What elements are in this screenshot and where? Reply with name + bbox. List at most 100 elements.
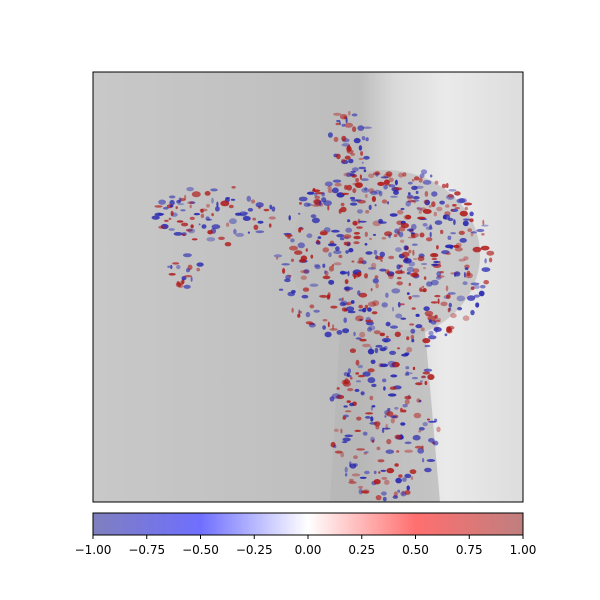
attribution-blob	[310, 254, 314, 259]
colorbar-tick-label: −0.75	[128, 543, 165, 557]
attribution-blob	[387, 360, 396, 367]
attribution-blob	[424, 310, 434, 316]
attribution-blob	[347, 368, 352, 374]
attribution-blob	[314, 195, 321, 200]
attribution-blob	[332, 179, 342, 183]
attribution-blob	[360, 391, 365, 396]
attribution-blob	[440, 301, 448, 307]
attribution-blob	[211, 213, 214, 217]
attribution-blob	[411, 243, 418, 246]
attribution-blob	[365, 319, 374, 323]
attribution-blob	[431, 263, 439, 266]
attribution-blob	[327, 205, 330, 211]
attribution-blob	[395, 313, 403, 319]
attribution-blob	[358, 292, 368, 298]
attribution-blob	[409, 323, 415, 326]
attribution-blob	[340, 206, 347, 213]
attribution-blob	[392, 495, 398, 499]
attribution-blob	[176, 200, 181, 204]
attribution-blob	[189, 204, 192, 209]
attribution-blob	[190, 224, 194, 229]
attribution-blob	[322, 325, 326, 330]
attribution-blob	[358, 488, 363, 495]
attribution-blob	[386, 335, 389, 338]
attribution-blob	[404, 352, 410, 356]
attribution-blob	[374, 204, 377, 207]
attribution-blob	[250, 199, 256, 204]
attribution-blob	[400, 317, 407, 320]
attribution-blob	[398, 231, 404, 238]
attribution-blob	[370, 190, 378, 196]
attribution-blob	[377, 181, 385, 186]
attribution-blob	[406, 292, 410, 295]
attribution-blob	[307, 203, 313, 207]
attribution-blob	[298, 310, 303, 314]
attribution-blob	[182, 233, 186, 236]
attribution-blob	[430, 174, 433, 178]
attribution-blob	[226, 222, 230, 227]
attribution-blob	[365, 251, 373, 255]
attribution-blob	[385, 321, 391, 327]
attribution-blob	[356, 416, 362, 421]
attribution-blob	[389, 386, 397, 391]
attribution-blob	[465, 272, 473, 279]
attribution-blob	[388, 255, 395, 260]
attribution-blob	[356, 226, 363, 229]
attribution-blob	[394, 463, 399, 467]
attribution-blob	[375, 173, 379, 177]
attribution-blob	[367, 307, 372, 312]
attribution-blob	[300, 270, 309, 274]
attribution-blob	[368, 188, 375, 194]
attribution-blob	[418, 177, 423, 183]
attribution-blob	[384, 231, 393, 237]
attribution-blob	[484, 258, 487, 264]
attribution-blob	[462, 220, 469, 227]
attribution-blob	[358, 145, 363, 151]
attribution-blob	[344, 466, 348, 473]
attribution-blob	[343, 317, 348, 324]
attribution-blob	[357, 209, 363, 214]
attribution-blob	[406, 336, 410, 341]
attribution-blob	[367, 368, 375, 373]
attribution-blob	[287, 236, 291, 239]
attribution-blob	[322, 247, 330, 253]
attribution-blob	[328, 252, 332, 258]
attribution-blob	[365, 137, 369, 142]
attribution-blob	[431, 201, 436, 208]
attribution-blob	[463, 202, 473, 206]
attribution-blob	[362, 371, 371, 377]
attribution-blob	[435, 276, 442, 280]
attribution-blob	[314, 263, 320, 268]
attribution-blob	[167, 265, 171, 268]
attribution-blob	[336, 119, 341, 123]
attribution-blob	[365, 412, 374, 415]
attribution-blob	[288, 215, 291, 221]
attribution-blob	[276, 256, 279, 260]
attribution-blob	[342, 328, 350, 334]
attribution-blob	[420, 380, 423, 383]
attribution-blob	[408, 249, 412, 254]
bouquet-shape	[290, 170, 480, 340]
attribution-blob	[333, 250, 342, 255]
attribution-blob	[412, 249, 415, 256]
attribution-blob	[328, 265, 335, 272]
attribution-blob	[354, 182, 363, 189]
attribution-blob	[291, 289, 296, 294]
attribution-blob	[381, 491, 387, 496]
attribution-blob	[390, 325, 398, 329]
attribution-blob	[386, 201, 390, 205]
attribution-blob	[200, 213, 205, 219]
attribution-blob	[306, 191, 315, 195]
attribution-blob	[395, 477, 402, 484]
attribution-blob	[424, 199, 431, 206]
attribution-blob	[185, 228, 193, 232]
attribution-blob	[168, 228, 175, 231]
attribution-blob	[375, 283, 379, 289]
attribution-blob	[191, 191, 201, 198]
attribution-blob	[353, 455, 358, 460]
attribution-blob	[415, 313, 420, 317]
attribution-blob	[338, 254, 343, 259]
attribution-blob	[168, 273, 176, 276]
attribution-blob	[429, 224, 432, 230]
attribution-blob	[341, 297, 344, 301]
